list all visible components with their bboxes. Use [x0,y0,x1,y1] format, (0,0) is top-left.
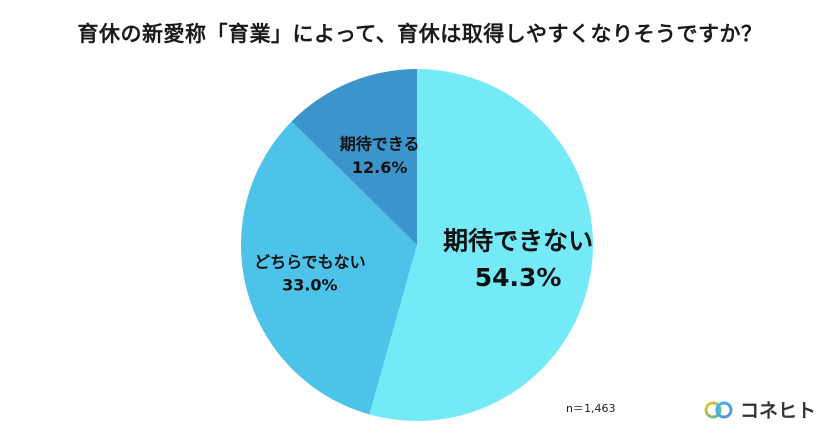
slice-label: 期待できない [443,227,593,256]
brand-logo: コネヒト [704,396,816,423]
chart-title: 育休の新愛称「育業」によって、育休は取得しやすくなりそうですか？ [77,22,763,46]
pie-slice [240,121,417,415]
pie-slice [369,69,594,421]
slice-value-label: 33.0% [282,276,338,295]
slice-value-label: 54.3% [475,263,562,292]
sample-size-note: n＝1,463 [566,402,616,415]
slice-label: どちらでもない [254,252,366,271]
slice-value-label: 12.6% [352,158,408,177]
pie-slice [291,69,417,245]
brand-name: コネヒト [740,400,817,422]
slice-label: 期待できる [340,135,420,154]
coneheito-logo-icon [704,401,733,418]
